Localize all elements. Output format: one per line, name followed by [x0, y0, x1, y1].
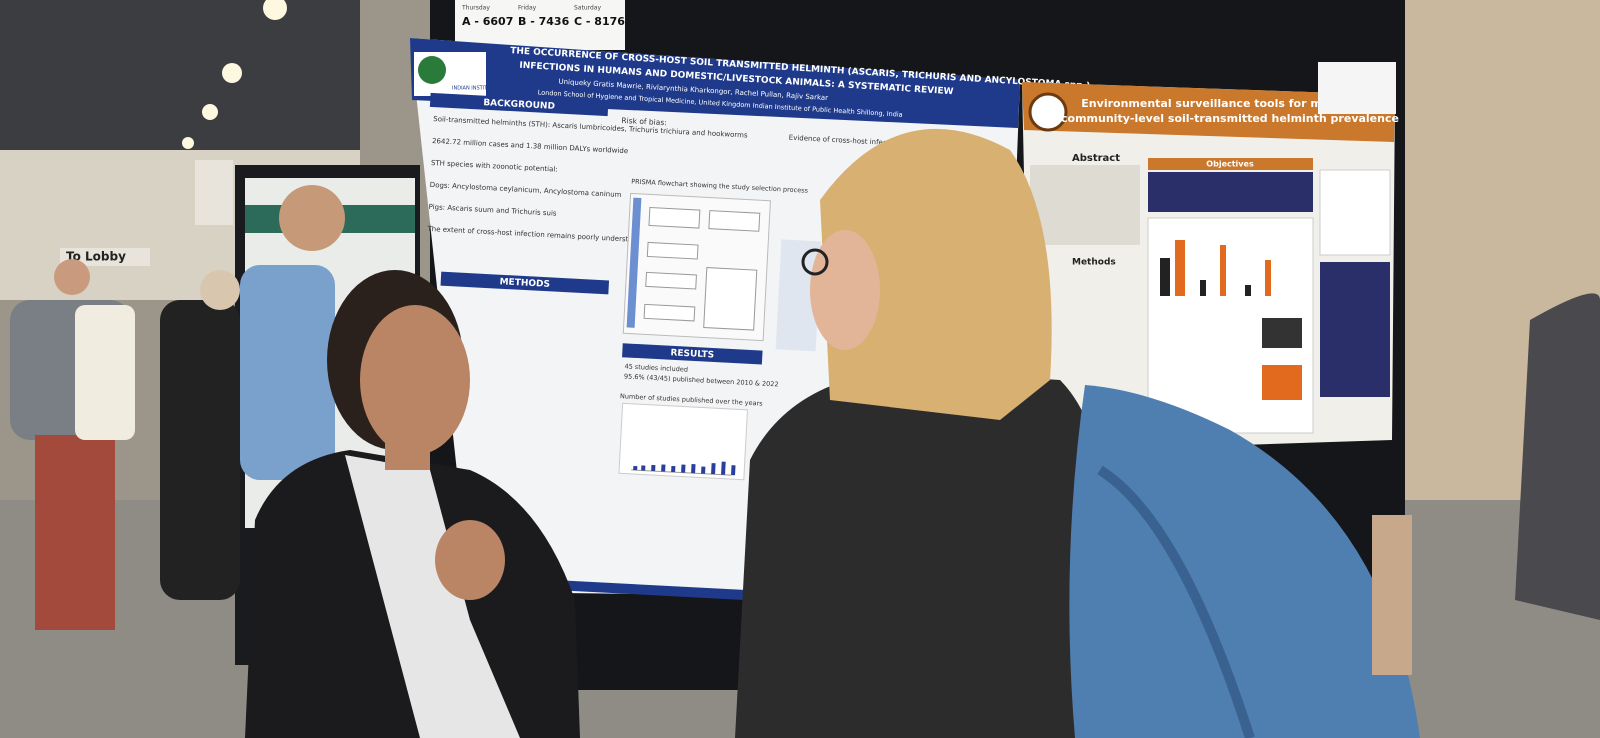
- paper-tube: [1372, 515, 1412, 675]
- result-point: 45 studies included: [624, 362, 688, 373]
- prisma-sidebar: [626, 197, 642, 328]
- mini-chart-bars: [633, 461, 736, 476]
- diagram: [1319, 169, 1391, 256]
- flow-box: [643, 303, 696, 322]
- day-code: B - 7436: [518, 15, 570, 28]
- flow-box: [648, 206, 701, 229]
- day-label: Friday: [518, 5, 537, 12]
- methods-heading: Methods: [1072, 258, 1116, 268]
- person-right: [735, 128, 1110, 738]
- flow-box: [645, 271, 697, 290]
- day-label: Saturday: [574, 5, 601, 12]
- person-edge: [1515, 293, 1600, 620]
- section-heading: RESULTS: [670, 348, 714, 360]
- flow-box: [708, 210, 761, 232]
- objectives-banner: [1148, 158, 1313, 170]
- figure-bars: [1160, 240, 1302, 400]
- lobby-sign: To Lobby: [66, 250, 126, 264]
- day-label: Thursday: [461, 5, 490, 12]
- university-seal: [1028, 92, 1068, 132]
- right-day-sign: [1318, 62, 1396, 114]
- right-poster-title: Environmental surveillance tools for mon…: [1081, 97, 1378, 110]
- section-heading: METHODS: [499, 277, 550, 290]
- ceiling: [0, 0, 360, 160]
- pillar: [195, 160, 233, 225]
- ceiling-light: [222, 63, 242, 83]
- objectives-heading: Objectives: [1206, 160, 1254, 169]
- summary-box: [1320, 262, 1390, 397]
- day-sign: [455, 0, 625, 50]
- section-banner: [429, 92, 609, 117]
- right-poster-header: [1022, 82, 1395, 142]
- section-banner: [440, 271, 610, 295]
- background-people: [10, 185, 345, 630]
- map-figure: [775, 239, 822, 352]
- abstract-text: [1030, 165, 1140, 245]
- backpack: [1069, 385, 1420, 738]
- logo: [418, 56, 446, 84]
- objectives-box: [1148, 172, 1313, 212]
- ceiling-light: [263, 0, 287, 20]
- day-code: A - 6607: [462, 15, 513, 28]
- sign-board: [60, 248, 150, 266]
- mini-chart: [618, 402, 748, 481]
- right-poster-title: community-level soil-transmitted helmint…: [1061, 112, 1399, 125]
- flow-box: [646, 241, 699, 260]
- abstract-heading: Abstract: [1072, 153, 1120, 164]
- ceiling-light: [182, 137, 194, 149]
- day-code: C - 8176: [574, 15, 625, 28]
- risk-of-bias: Risk of bias:: [621, 116, 667, 127]
- flow-box: [703, 267, 758, 331]
- ceiling-light: [202, 104, 218, 120]
- section-heading: BACKGROUND: [483, 98, 555, 112]
- section-banner: [622, 343, 763, 365]
- person-left: [245, 270, 580, 738]
- logo-text: INDIAN INSTITUTE OF PUBLIC HEALTH: [452, 86, 546, 92]
- backpack-strap: [1097, 465, 1255, 738]
